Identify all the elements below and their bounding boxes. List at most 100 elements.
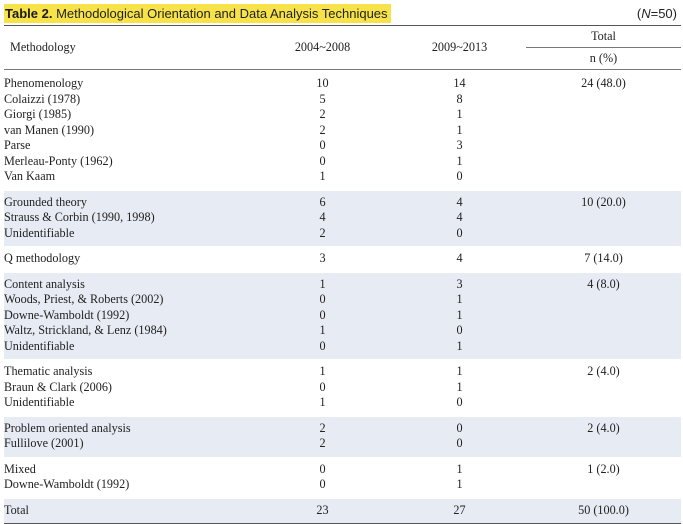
sample-size-var: N (641, 6, 651, 21)
category-total: 10 (20.0) (526, 190, 681, 210)
subcategory-name: Merleau-Ponty (1962) (4, 153, 113, 168)
subcategory-period-2: 0 (393, 225, 526, 246)
category-period-2: 1 (456, 461, 463, 476)
category-row: Content analysis 1 3 4 (8.0) (4, 272, 681, 292)
category-total: 2 (4.0) (587, 364, 620, 378)
subcategory-total (526, 338, 681, 359)
subcategory-row: Woods, Priest, & Roberts (2002) 0 1 (4, 292, 681, 308)
total-label: Total (4, 498, 252, 524)
header-total: Total (526, 25, 681, 48)
subcategory-total (526, 138, 681, 154)
table-number: Table 2. (5, 6, 53, 21)
subcategory-period-2: 1 (456, 107, 463, 121)
subcategory-total (526, 477, 681, 498)
group-separator (4, 359, 681, 360)
category-name: Q methodology (4, 251, 81, 265)
total-overall: 50 (100.0) (526, 498, 681, 524)
subcategory-total (526, 323, 681, 339)
subcategory-row: Fullilove (2001) 2 0 (4, 436, 681, 457)
group-separator-cell (4, 271, 681, 273)
header-period-1: 2004~2008 (252, 25, 393, 70)
subcategory-total (526, 395, 681, 416)
subcategory-period-2: 1 (456, 477, 463, 491)
subcategory-period-2: 3 (456, 138, 463, 152)
group-separator-cell (4, 456, 681, 458)
subcategory-period-1: 2 (252, 225, 393, 246)
subcategory-period-2: 0 (393, 436, 526, 457)
subcategory-name: Unidentifiable (4, 395, 75, 409)
category-period-2: 3 (393, 272, 526, 292)
subcategory-row: Downe-Wamboldt (1992) 0 1 (4, 307, 681, 323)
header-row-top: Methodology 2004~2008 2009~2013 Total (4, 25, 681, 70)
group-separator (4, 246, 681, 247)
group-separator-cell (4, 359, 681, 360)
subcategory-period-1: 2 (319, 107, 326, 121)
category-total: 4 (8.0) (526, 272, 681, 292)
group-separator-cell (4, 189, 681, 191)
category-total: 7 (14.0) (584, 251, 623, 265)
subcategory-period-2: 0 (393, 323, 526, 339)
subcategory-period-1: 0 (319, 379, 326, 394)
subcategory-name: Colaizzi (1978) (4, 91, 81, 106)
subcategory-name: Fullilove (2001) (4, 436, 252, 457)
subcategory-name: Parse (4, 138, 31, 152)
subcategory-name: Downe-Wamboldt (1992) (4, 307, 252, 323)
category-period-2: 4 (456, 251, 463, 265)
subcategory-name: Downe-Wamboldt (1992) (4, 477, 130, 491)
subcategory-row: Colaizzi (1978) 5 8 (4, 92, 681, 108)
category-row: Thematic analysis 1 1 2 (4.0) (4, 360, 681, 380)
subcategory-period-2: 4 (393, 210, 526, 226)
subcategory-period-1: 0 (319, 477, 326, 491)
category-total: 2 (4.0) (526, 416, 681, 436)
subcategory-name: Woods, Priest, & Roberts (2002) (4, 292, 252, 308)
category-period-2: 0 (393, 416, 526, 436)
subcategory-row: Braun & Clark (2006) 0 1 (4, 380, 681, 396)
sample-size: (N=50) (637, 5, 677, 22)
subcategory-row: Merleau-Ponty (1962) 0 1 (4, 154, 681, 170)
category-name: Problem oriented analysis (4, 416, 252, 436)
header-methodology: Methodology (4, 25, 252, 70)
category-period-1: 1 (319, 364, 326, 378)
subcategory-period-1: 0 (319, 138, 326, 152)
group-separator (4, 415, 681, 417)
subcategory-total (526, 380, 681, 396)
subcategory-period-1: 1 (319, 395, 326, 409)
subcategory-row: Unidentifiable 1 0 (4, 395, 681, 416)
header-row-bottom: n (%) (4, 47, 681, 70)
subcategory-period-1: 1 (252, 323, 393, 339)
subcategory-period-2: 1 (393, 292, 526, 308)
category-period-1: 10 (316, 76, 329, 90)
category-period-1: 6 (252, 190, 393, 210)
subcategory-period-2: 1 (393, 338, 526, 359)
subcategory-row: Waltz, Strickland, & Lenz (1984) 1 0 (4, 323, 681, 339)
group-separator-cell (4, 415, 681, 417)
table-caption: Table 2. Methodological Orientation and … (4, 4, 391, 23)
table-figure: Table 2. Methodological Orientation and … (4, 4, 681, 524)
category-name: Mixed (4, 461, 36, 476)
subcategory-name: Giorgi (1985) (4, 107, 72, 121)
total-period-2: 27 (393, 498, 526, 524)
subcategory-period-1: 1 (319, 169, 326, 183)
category-name: Content analysis (4, 272, 252, 292)
category-name: Phenomenology (4, 76, 84, 90)
category-name: Thematic analysis (4, 364, 93, 378)
sample-size-value: =50) (650, 6, 677, 21)
subcategory-period-1: 2 (252, 436, 393, 457)
subcategory-row: Van Kaam 1 0 (4, 169, 681, 190)
category-period-1: 2 (252, 416, 393, 436)
subcategory-name: Braun & Clark (2006) (4, 379, 112, 394)
category-period-1: 0 (319, 461, 326, 476)
subcategory-row: Unidentifiable 0 1 (4, 338, 681, 359)
category-period-1: 3 (319, 251, 326, 265)
category-row: Grounded theory 6 4 10 (20.0) (4, 190, 681, 210)
data-table: Methodology 2004~2008 2009~2013 Total n … (4, 25, 681, 524)
category-period-1: 1 (252, 272, 393, 292)
header-period-2: 2009~2013 (393, 25, 526, 70)
subcategory-row: Parse 0 3 (4, 138, 681, 154)
subcategory-row: Unidentifiable 2 0 (4, 225, 681, 246)
subcategory-period-1: 0 (252, 292, 393, 308)
subcategory-period-1: 2 (319, 122, 326, 137)
subcategory-total (526, 123, 681, 139)
group-separator (4, 271, 681, 273)
subcategory-total (526, 436, 681, 457)
